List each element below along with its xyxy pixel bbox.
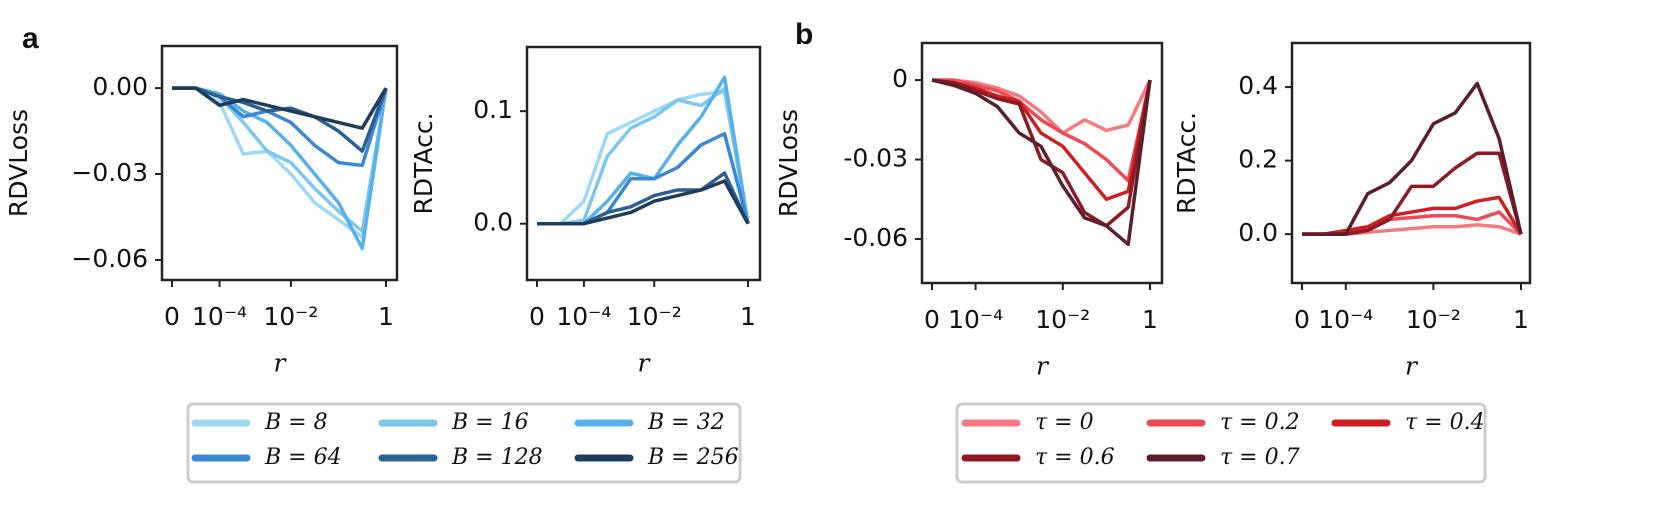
x-axis-label: r [274, 349, 288, 378]
panel-label: a [22, 22, 39, 55]
x-tick-label: 10⁻² [263, 302, 318, 331]
y-tick-label: 0.4 [1238, 71, 1278, 100]
x-tick-label: 10⁻² [627, 302, 682, 331]
y-axis-label: RDTAcc. [409, 112, 438, 214]
y-tick-label: 0.0 [473, 208, 513, 237]
x-tick-label: 1 [1142, 305, 1158, 334]
series-line [932, 78, 1152, 183]
y-tick-label: -0.03 [843, 144, 908, 173]
y-axis-label: RDVLoss [774, 109, 803, 217]
x-tick-label: 0 [1294, 305, 1310, 334]
x-tick-label: 10⁻⁴ [948, 305, 1003, 334]
x-tick-label: 10⁻⁴ [556, 302, 611, 331]
x-tick-label: 1 [378, 302, 394, 331]
legend-label: B = 32 [647, 410, 725, 435]
y-axis-label: RDTAcc. [1172, 112, 1201, 214]
x-axis-label: r [1405, 352, 1419, 381]
legend-label: B = 128 [451, 445, 543, 470]
plot-frame [160, 44, 399, 282]
x-axis-label: r [638, 349, 652, 378]
legend-label: B = 8 [264, 410, 328, 435]
series-line [931, 78, 1152, 228]
y-tick-label: −0.06 [71, 244, 148, 273]
x-axis-label: r [1036, 352, 1050, 381]
plot-frame [525, 45, 762, 282]
series-line [172, 86, 388, 130]
series-line [537, 179, 750, 226]
y-axis-label: RDVLoss [4, 109, 33, 217]
y-tick-label: 0.1 [473, 95, 513, 124]
legend-label: B = 64 [264, 445, 342, 470]
series-line [1302, 195, 1523, 236]
y-tick-label: −0.03 [71, 158, 148, 187]
series-line [1302, 151, 1523, 236]
legend-label: B = 256 [647, 445, 739, 470]
legend-label: τ = 0.4 [1405, 410, 1485, 435]
plot-frame [1290, 41, 1532, 285]
plot-frame [920, 41, 1164, 285]
legend-label: B = 16 [451, 410, 529, 435]
x-tick-label: 0 [164, 302, 180, 331]
y-tick-label: -0.06 [843, 223, 908, 252]
legend-label: τ = 0 [1035, 410, 1094, 435]
legend-label: τ = 0.6 [1035, 445, 1115, 470]
series-line [172, 86, 388, 153]
series-line [1302, 81, 1523, 236]
series-line [931, 78, 1152, 247]
y-tick-label: 0.00 [92, 72, 148, 101]
y-tick-label: 0.2 [1238, 145, 1278, 174]
series-line [931, 78, 1152, 202]
x-tick-label: 10⁻² [1406, 305, 1461, 334]
legend-label: τ = 0.7 [1220, 445, 1300, 470]
x-tick-label: 10⁻² [1035, 305, 1090, 334]
legend-label: τ = 0.2 [1220, 410, 1300, 435]
x-tick-label: 1 [740, 302, 756, 331]
x-tick-label: 0 [924, 305, 940, 334]
series-line [537, 90, 750, 226]
panel-label: b [795, 18, 813, 51]
x-tick-label: 10⁻⁴ [1318, 305, 1373, 334]
x-tick-label: 1 [1513, 305, 1529, 334]
y-tick-label: 0.0 [1238, 218, 1278, 247]
x-tick-label: 0 [529, 302, 545, 331]
series-line [537, 86, 750, 226]
y-tick-label: 0 [892, 64, 908, 93]
x-tick-label: 10⁻⁴ [192, 302, 247, 331]
